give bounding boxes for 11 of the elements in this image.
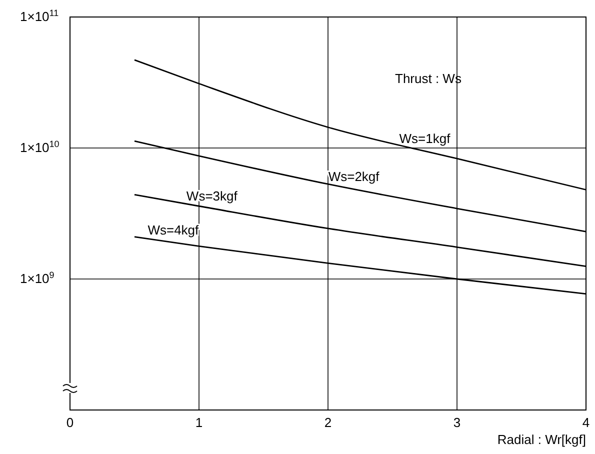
x-tick-label: 2: [324, 415, 332, 430]
x-tick-label: 3: [453, 415, 461, 430]
y-tick-label: 1×10$^{9}$: [20, 270, 54, 286]
x-tick-label: 1: [195, 415, 203, 430]
y-tick-label: 1×10$^{11}$: [20, 8, 59, 24]
x-tick-label: 0: [66, 415, 74, 430]
y-tick-label: 1×10$^{10}$: [20, 139, 60, 155]
x-axis-title: Radial : Wr[kgf]: [497, 432, 586, 447]
series-label: Ws=2kgf: [328, 169, 380, 184]
series-label: Ws=1kgf: [399, 130, 451, 146]
x-tick-label: 4: [582, 415, 590, 430]
